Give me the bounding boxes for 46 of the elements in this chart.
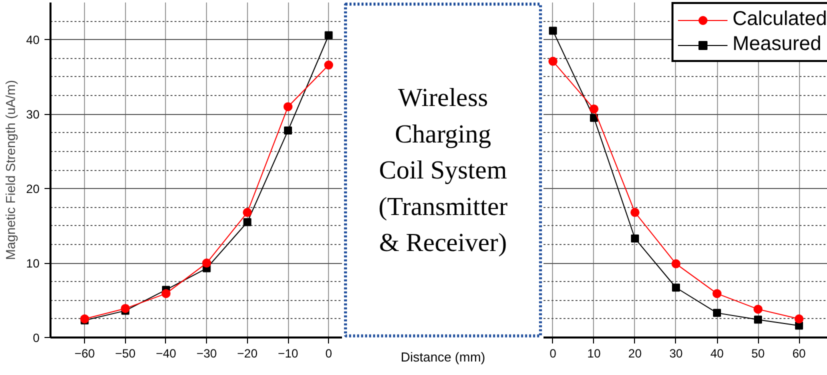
point	[672, 284, 680, 292]
point	[284, 102, 293, 112]
y-tick-label: 40	[26, 33, 40, 48]
point	[794, 314, 804, 324]
x-tick-label: −60	[74, 346, 96, 360]
point	[284, 126, 292, 135]
point	[243, 218, 252, 226]
point	[548, 26, 557, 35]
legend-label: Measured	[732, 33, 822, 56]
point	[590, 114, 598, 122]
x-tick-label: 0	[325, 346, 332, 360]
x-tick-label: −30	[196, 346, 218, 360]
x-tick-label: −50	[115, 346, 136, 360]
point	[242, 208, 252, 217]
point	[712, 289, 722, 298]
y-tick-label: 0	[32, 331, 40, 345]
x-tick-label: 60	[792, 346, 806, 360]
x-tick-label: 30	[669, 346, 683, 360]
y-tick-label: 30	[26, 108, 40, 122]
text: Wireless Charging Coil System (Transmitter & Receiver)	[378, 83, 508, 257]
y-axis-title: Magnetic Field Strength (uA/m)	[3, 80, 18, 260]
x-tick-label: 20	[628, 346, 642, 360]
point	[202, 258, 212, 268]
x-tick-label: 10	[587, 346, 601, 360]
y-tick-label: 10	[26, 256, 40, 271]
point	[162, 289, 170, 298]
x-tick-label: −40	[156, 346, 177, 360]
point	[671, 259, 680, 268]
point	[754, 304, 763, 314]
point	[324, 31, 333, 40]
x-tick-label: −20	[237, 346, 258, 360]
point	[754, 316, 762, 324]
point	[589, 104, 598, 114]
x-tick-label: 0	[550, 346, 557, 360]
y-tick-label: 20	[26, 182, 40, 196]
x-tick-label: 50	[751, 346, 766, 360]
point	[120, 304, 130, 313]
x-tick-label: −10	[278, 346, 299, 360]
point	[324, 60, 334, 70]
point	[630, 208, 640, 217]
point	[713, 308, 722, 317]
point	[630, 234, 639, 242]
x-tick-label: 40	[710, 346, 724, 360]
point	[548, 56, 558, 66]
text: Distance (mm)	[400, 350, 486, 364]
legend-label: Calculated	[732, 8, 827, 31]
